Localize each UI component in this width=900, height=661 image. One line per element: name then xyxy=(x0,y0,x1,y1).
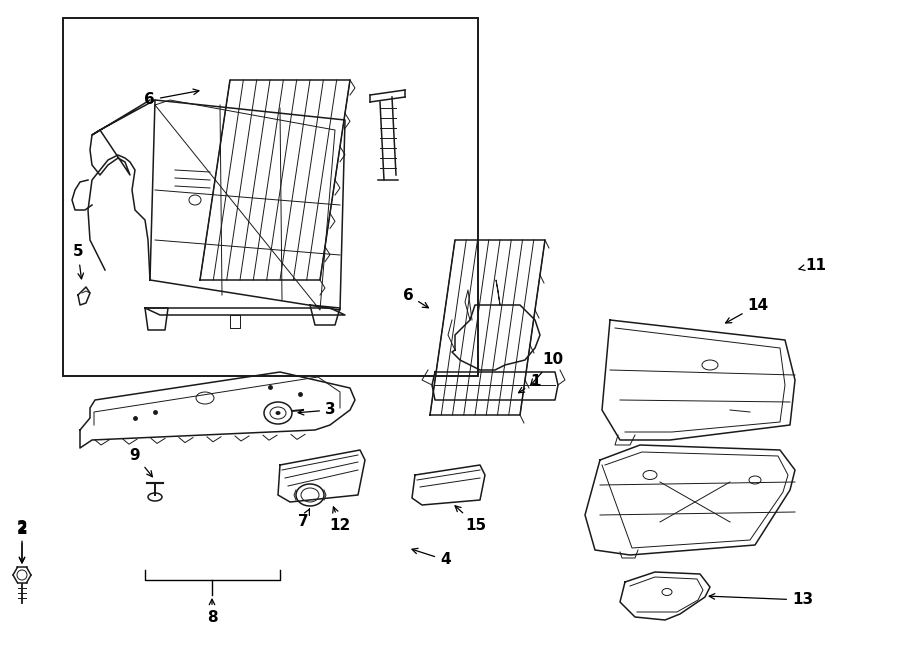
Text: 11: 11 xyxy=(799,258,826,272)
Text: 4: 4 xyxy=(412,549,451,568)
Text: 9: 9 xyxy=(130,447,152,477)
Text: 12: 12 xyxy=(329,507,351,533)
Text: 15: 15 xyxy=(455,506,487,533)
Text: 8: 8 xyxy=(207,599,217,625)
Text: 10: 10 xyxy=(531,352,563,385)
Text: 1: 1 xyxy=(518,375,541,393)
Text: 13: 13 xyxy=(709,592,813,607)
Text: 6: 6 xyxy=(144,89,199,108)
Text: 2: 2 xyxy=(16,520,27,563)
Text: 2: 2 xyxy=(16,522,27,563)
Text: 6: 6 xyxy=(402,288,428,308)
Text: 3: 3 xyxy=(298,403,336,418)
Text: 5: 5 xyxy=(73,245,84,279)
Bar xyxy=(63,18,478,376)
Text: 7: 7 xyxy=(298,509,310,529)
Ellipse shape xyxy=(275,411,281,415)
Text: 14: 14 xyxy=(725,297,769,323)
